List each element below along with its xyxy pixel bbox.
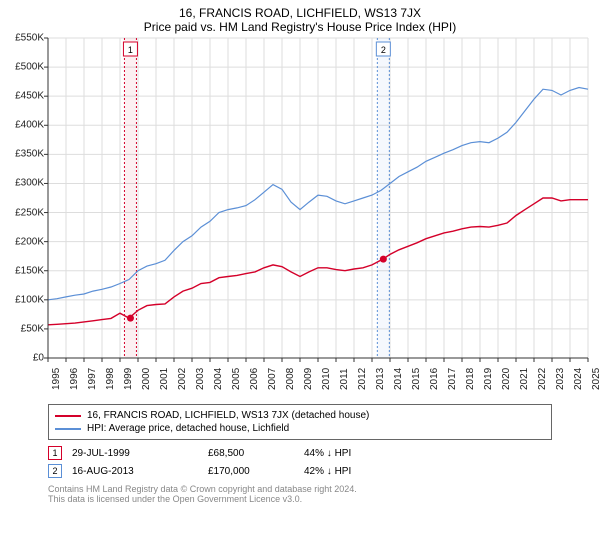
y-tick-label: £500K — [15, 62, 44, 73]
x-tick-label: 2010 — [321, 368, 332, 390]
transaction-hpi-comparison: 44% ↓ HPI — [304, 448, 414, 459]
license-line-2: This data is licensed under the Open Gov… — [48, 494, 552, 504]
license-line-1: Contains HM Land Registry data © Crown c… — [48, 484, 552, 494]
y-tick-label: £150K — [15, 265, 44, 276]
transaction-row: 1 29-JUL-1999 £68,500 44% ↓ HPI — [48, 444, 552, 462]
x-tick-label: 2000 — [141, 368, 152, 390]
x-tick-label: 2003 — [195, 368, 206, 390]
y-tick-label: £100K — [15, 294, 44, 305]
transaction-date: 16-AUG-2013 — [72, 466, 202, 477]
x-tick-label: 2016 — [429, 368, 440, 390]
x-tick-label: 2014 — [393, 368, 404, 390]
y-tick-label: £450K — [15, 91, 44, 102]
y-tick-label: £350K — [15, 149, 44, 160]
x-tick-label: 2009 — [303, 368, 314, 390]
transactions-table: 1 29-JUL-1999 £68,500 44% ↓ HPI 2 16-AUG-2013… — [48, 444, 552, 480]
transaction-marker-icon: 2 — [48, 464, 62, 478]
x-tick-label: 1997 — [87, 368, 98, 390]
svg-text:1: 1 — [128, 45, 133, 55]
title-subtitle: Price paid vs. HM Land Registry's House … — [0, 20, 600, 34]
svg-text:2: 2 — [381, 45, 386, 55]
x-tick-label: 2013 — [375, 368, 386, 390]
legend-swatch-2 — [55, 428, 81, 430]
x-tick-label: 2006 — [249, 368, 260, 390]
legend-label-1: 16, FRANCIS ROAD, LICHFIELD, WS13 7JX (d… — [87, 410, 369, 421]
x-tick-label: 2024 — [573, 368, 584, 390]
title-address: 16, FRANCIS ROAD, LICHFIELD, WS13 7JX — [0, 6, 600, 20]
x-tick-label: 2022 — [537, 368, 548, 390]
legend: 16, FRANCIS ROAD, LICHFIELD, WS13 7JX (d… — [48, 404, 552, 440]
legend-label-2: HPI: Average price, detached house, Lich… — [87, 423, 289, 434]
y-tick-label: £250K — [15, 207, 44, 218]
x-tick-label: 2025 — [591, 368, 600, 390]
transaction-price: £170,000 — [208, 466, 298, 477]
legend-swatch-1 — [55, 415, 81, 417]
x-tick-label: 2004 — [213, 368, 224, 390]
transaction-marker-icon: 1 — [48, 446, 62, 460]
transaction-row: 2 16-AUG-2013 £170,000 42% ↓ HPI — [48, 462, 552, 480]
y-tick-label: £400K — [15, 120, 44, 131]
transaction-date: 29-JUL-1999 — [72, 448, 202, 459]
x-tick-label: 2002 — [177, 368, 188, 390]
y-tick-label: £50K — [21, 323, 44, 334]
transaction-price: £68,500 — [208, 448, 298, 459]
x-tick-label: 2005 — [231, 368, 242, 390]
x-tick-label: 2017 — [447, 368, 458, 390]
y-tick-label: £550K — [15, 33, 44, 44]
chart-container: 16, FRANCIS ROAD, LICHFIELD, WS13 7JX Pr… — [0, 0, 600, 560]
x-tick-label: 2015 — [411, 368, 422, 390]
legend-row-series2: HPI: Average price, detached house, Lich… — [55, 422, 545, 435]
x-tick-label: 2001 — [159, 368, 170, 390]
x-tick-label: 2012 — [357, 368, 368, 390]
x-tick-label: 2011 — [339, 368, 350, 390]
x-tick-label: 2023 — [555, 368, 566, 390]
chart-svg: 12 — [48, 38, 588, 358]
x-tick-label: 2021 — [519, 368, 530, 390]
y-tick-label: £0 — [33, 353, 44, 364]
license-text: Contains HM Land Registry data © Crown c… — [48, 484, 552, 504]
legend-row-series1: 16, FRANCIS ROAD, LICHFIELD, WS13 7JX (d… — [55, 409, 545, 422]
y-tick-label: £300K — [15, 178, 44, 189]
x-tick-label: 2019 — [483, 368, 494, 390]
x-tick-label: 2007 — [267, 368, 278, 390]
transaction-hpi-comparison: 42% ↓ HPI — [304, 466, 414, 477]
y-tick-label: £200K — [15, 236, 44, 247]
chart-area: 12 £0£50K£100K£150K£200K£250K£300K£350K£… — [48, 38, 590, 358]
x-tick-label: 2008 — [285, 368, 296, 390]
x-tick-label: 1999 — [123, 368, 134, 390]
x-tick-label: 2020 — [501, 368, 512, 390]
x-tick-label: 1996 — [69, 368, 80, 390]
x-tick-label: 1995 — [51, 368, 62, 390]
x-tick-label: 1998 — [105, 368, 116, 390]
x-tick-label: 2018 — [465, 368, 476, 390]
